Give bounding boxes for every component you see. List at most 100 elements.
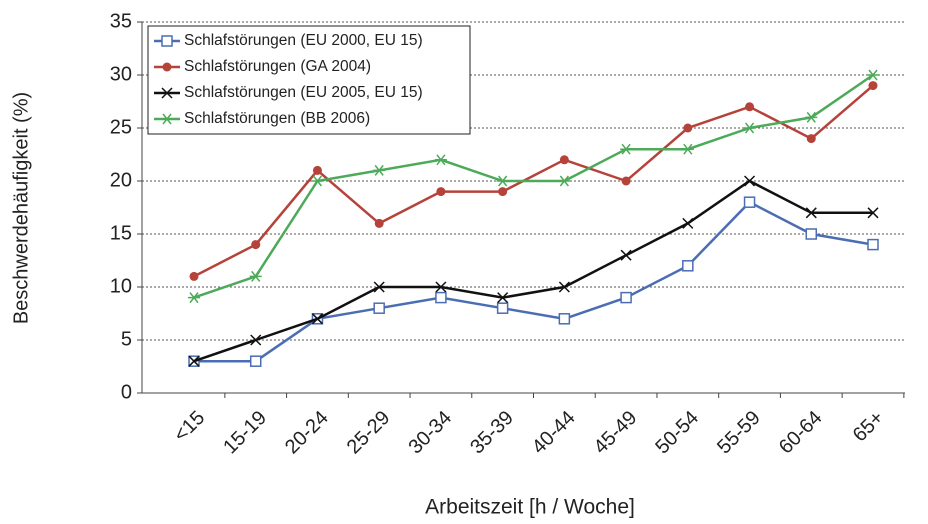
marker [311, 313, 323, 325]
marker [435, 291, 447, 304]
marker-circle [621, 176, 631, 186]
x-tick-label: 20-24 [281, 407, 333, 459]
marker [434, 154, 447, 166]
marker [373, 302, 385, 314]
marker-square [682, 260, 694, 272]
marker [161, 113, 173, 125]
marker [497, 292, 509, 304]
marker-circle [251, 240, 261, 250]
x-axis-label: Arbeitszeit [h / Woche] [425, 496, 635, 519]
marker [436, 187, 446, 197]
marker [867, 238, 879, 251]
marker-square [435, 291, 447, 304]
marker [744, 175, 756, 187]
x-tick-label: 45-49 [590, 407, 642, 459]
marker-circle [806, 134, 816, 144]
y-tick-label: 30 [110, 63, 132, 85]
marker [249, 270, 262, 282]
y-tick-label: 15 [110, 222, 132, 244]
marker [682, 260, 694, 272]
marker-star [434, 154, 447, 166]
marker [189, 271, 199, 281]
marker [435, 281, 447, 293]
x-tick-label: <15 [170, 407, 210, 447]
y-axis-label: Beschwerdehäufigkeit (%) [10, 92, 32, 324]
x-tick-label: 60-64 [775, 407, 827, 459]
marker [620, 143, 633, 155]
marker-star [496, 175, 509, 187]
marker-circle [745, 102, 755, 112]
marker-star [743, 122, 756, 134]
marker-circle [498, 187, 508, 197]
marker-circle [189, 271, 199, 281]
marker-square [496, 302, 509, 314]
marker [251, 240, 261, 250]
y-tick-label: 10 [110, 275, 132, 297]
x-tick-label: 50-54 [651, 407, 703, 459]
series-line [193, 84, 874, 278]
marker [805, 207, 817, 219]
marker [682, 217, 694, 229]
legend: Schlafstörungen (EU 2000, EU 15) Schlafst… [147, 25, 471, 135]
marker [743, 122, 756, 134]
series-line [194, 200, 874, 363]
marker [249, 355, 262, 367]
marker-square [249, 355, 262, 367]
marker [161, 87, 173, 99]
marker [161, 35, 173, 47]
marker-cross [682, 217, 694, 229]
marker [558, 313, 571, 325]
marker [620, 249, 632, 261]
marker [558, 175, 571, 187]
y-tick-label: 35 [110, 10, 132, 32]
legend-label: Schlafstörungen (EU 2005, EU 15) [184, 84, 423, 101]
x-tick-label: 65+ [849, 407, 889, 447]
marker [311, 175, 324, 187]
marker [188, 292, 200, 304]
y-tick-label: 0 [121, 381, 132, 403]
x-tick-label: 25-29 [343, 407, 395, 459]
marker [805, 228, 818, 240]
marker [373, 164, 386, 176]
marker-cross [435, 281, 447, 293]
marker [498, 187, 508, 197]
marker-star [373, 164, 386, 176]
marker-cross [497, 292, 509, 304]
x-tick-label: 15-19 [219, 407, 271, 459]
marker-square [373, 302, 385, 314]
marker-star [188, 292, 200, 304]
marker-circle [868, 81, 878, 91]
marker-cross [161, 87, 173, 99]
marker-square [161, 35, 173, 47]
marker-cross [188, 355, 200, 367]
marker-cross [311, 313, 323, 325]
x-tick-label: 55-59 [713, 407, 765, 459]
marker [374, 218, 384, 228]
marker-star [867, 69, 879, 81]
marker [867, 207, 879, 219]
marker [806, 134, 816, 144]
series-line [193, 179, 873, 363]
marker-circle [312, 165, 322, 175]
marker-circle [436, 187, 446, 197]
legend-label: Schlafstörungen (GA 2004) [184, 58, 371, 75]
marker-star [161, 113, 173, 125]
legend-box [147, 25, 471, 135]
marker [312, 165, 322, 175]
series-line [193, 73, 874, 299]
marker-square [620, 291, 632, 304]
marker-circle [374, 218, 384, 228]
y-tick-label: 20 [110, 169, 132, 191]
marker [496, 175, 509, 187]
marker [496, 302, 509, 314]
marker-cross [744, 175, 756, 187]
marker [620, 291, 632, 304]
marker-star [558, 175, 571, 187]
marker [743, 196, 756, 208]
marker-star [681, 143, 694, 155]
marker-cross [558, 281, 570, 293]
marker-square [867, 238, 879, 251]
marker-cross [867, 207, 879, 219]
marker-circle [683, 123, 693, 133]
